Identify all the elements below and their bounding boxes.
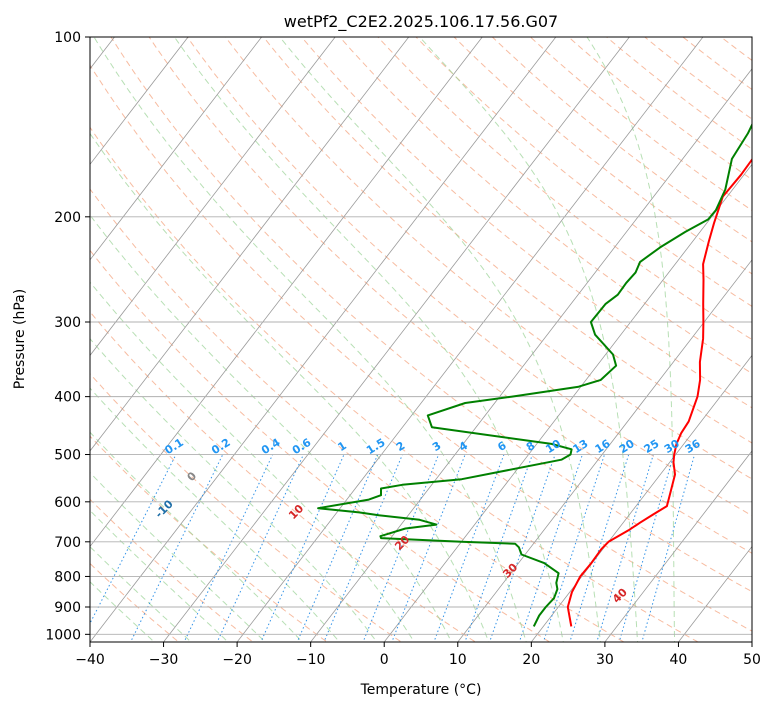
y-tick-label: 1000 (45, 627, 81, 643)
moist-adiabat-line (419, 37, 639, 642)
x-tick-label: 40 (670, 652, 688, 668)
x-tick-label: −10 (296, 652, 326, 668)
y-axis: 100 200 300 400 500 600 700 800 900 1000 (45, 30, 90, 643)
mixing-ratio-line (183, 454, 274, 642)
y-tick-label: 900 (54, 600, 81, 616)
isotherm-line (90, 37, 410, 452)
isotherm-line (90, 37, 336, 357)
dry-adiabat-line (339, 37, 752, 374)
temperature-profile-line (566, 158, 752, 627)
isotherm-line (236, 37, 704, 642)
moist-adiabat-line (90, 132, 490, 642)
isotherm-line (604, 450, 752, 642)
y-tick-label: 500 (54, 448, 81, 464)
y-tick-label: 700 (54, 535, 81, 551)
x-tick-label: 50 (743, 652, 761, 668)
y-tick-label: 300 (54, 315, 81, 331)
x-axis: −40 −30 −20 −10 0 10 20 30 40 50 (75, 642, 761, 668)
moist-adiabat-line (90, 545, 192, 642)
dry-adiabat-line (377, 37, 752, 341)
moist-adiabat-line (90, 337, 378, 642)
mixing-ratio-line (296, 454, 379, 642)
mixing-ratio-line (569, 454, 630, 642)
dry-adiabat-line (90, 249, 551, 642)
mixing-ratio-line (362, 454, 440, 642)
dry-adiabat-line (90, 64, 752, 632)
x-tick-label: 0 (380, 652, 389, 668)
mixing-ratio-line (216, 454, 304, 642)
chart-title: wetPf2_C2E2.2025.106.17.56.G07 (284, 12, 558, 32)
dry-adiabat-line (90, 435, 328, 642)
y-tick-label: 100 (54, 30, 81, 46)
mixing-ratio-line (518, 454, 583, 642)
dry-adiabat-line (90, 373, 403, 642)
y-axis-label: Pressure (hPa) (12, 289, 28, 389)
dewpoint-profile-line (317, 122, 752, 627)
mixing-ratio-line (641, 454, 696, 642)
isotherm-line (457, 259, 752, 642)
x-tick-label: −40 (75, 652, 105, 668)
isotherm-line (90, 37, 262, 261)
moist-adiabat-line (90, 431, 303, 642)
y-tick-label: 800 (54, 569, 81, 585)
x-tick-label: 20 (522, 652, 540, 668)
x-tick-label: 10 (449, 652, 467, 668)
mixing-ratio-line (323, 454, 403, 642)
dry-adiabat-line (300, 37, 752, 409)
isotherm-line (90, 37, 557, 642)
y-tick-label: 400 (54, 390, 81, 406)
moist-adiabat-line (90, 581, 156, 642)
isotherm-line (90, 37, 189, 166)
dry-adiabat-line (262, 37, 752, 444)
isotherm-line (90, 37, 483, 548)
plot-frame (89, 36, 753, 643)
x-tick-label: −20 (222, 652, 252, 668)
moist-adiabat-line (90, 509, 229, 642)
mixing-ratio-line (391, 454, 466, 642)
dry-adiabat-line (90, 126, 699, 642)
mixing-ratio-line (596, 454, 654, 642)
isotherm-line (310, 68, 752, 642)
y-tick-label: 600 (54, 495, 81, 511)
mixing-ratio-line (618, 454, 675, 642)
y-tick-label: 200 (54, 210, 81, 226)
profile-series (317, 122, 752, 627)
moist-adiabat-line (90, 214, 453, 642)
x-axis-label: Temperature (°C) (360, 682, 482, 698)
isotherm-line (163, 37, 630, 642)
isobar-grid (90, 37, 752, 635)
moist-adiabat-line (279, 37, 601, 642)
moist-adiabat-line (90, 281, 415, 642)
moist-adiabat-line (93, 37, 527, 642)
mixing-ratio-line (260, 454, 345, 642)
dry-adiabat-line (90, 188, 625, 642)
dry-adiabat-line (110, 37, 752, 593)
x-tick-label: −30 (149, 652, 179, 668)
mixing-ratio-line (542, 454, 605, 642)
x-tick-label: 30 (596, 652, 614, 668)
moist-adiabat-line (586, 37, 675, 642)
background-lines (90, 37, 752, 642)
moist-adiabat-line (90, 471, 266, 642)
